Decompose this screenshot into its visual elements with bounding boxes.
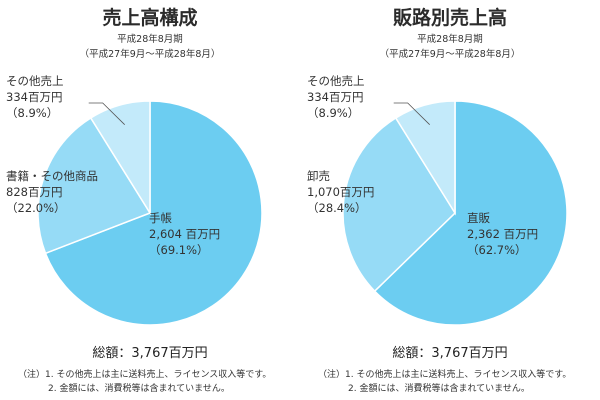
pie-slice-0: [44, 100, 263, 326]
slice-name: 卸売: [307, 169, 330, 183]
slice-value: 1,070百万円: [307, 185, 375, 199]
chart-period: 平成28年8月期: [417, 34, 483, 45]
slice-name: 直販: [467, 211, 490, 225]
slice-label-other: その他売上 334百万円 （8.9%）: [307, 73, 365, 121]
slice-name: 手帳: [149, 211, 172, 225]
pie-slice-1: [342, 116, 456, 293]
chart-range: （平成27年9月〜平成28年8月）: [379, 49, 521, 60]
slice-percent: （69.1%）: [149, 243, 209, 257]
chart-title: 販路別売上高: [392, 7, 507, 29]
slice-label-other: その他売上 334百万円 （8.9%）: [6, 73, 64, 121]
pie-slice-1: [37, 116, 152, 255]
chart-notes: （注）1. その他売上は主に送料売上、ライセンス収入等です。 2. 金額には、消…: [318, 368, 571, 396]
chart-period: 平成28年8月期: [117, 34, 183, 45]
slice-percent: （8.9%）: [307, 106, 360, 120]
pie-chart: [37, 100, 263, 326]
slice-value: 828百万円: [6, 185, 63, 199]
chart-range: （平成27年9月〜平成28年8月）: [79, 49, 221, 60]
note-1: （注）1. その他売上は主に送料売上、ライセンス収入等です。: [318, 370, 572, 380]
slice-label-main: 直販 2,362 百万円 （62.7%）: [467, 210, 538, 258]
chart-title: 売上高構成: [102, 7, 198, 29]
slice-label-second: 書籍・その他商品 828百万円 （22.0%）: [6, 168, 98, 216]
slice-percent: （8.9%）: [6, 106, 59, 120]
slice-name: その他売上: [307, 74, 365, 88]
slice-name: 書籍・その他商品: [6, 169, 98, 183]
slice-percent: （22.0%）: [6, 201, 66, 215]
pie-slice-2: [89, 100, 151, 216]
slice-value: 2,362 百万円: [467, 227, 539, 241]
pie-chart: [342, 100, 568, 326]
chart-panel-composition: 売上高構成 平成28年8月期 （平成27年9月〜平成28年8月） 手帳 2,60…: [6, 7, 271, 396]
slice-value: 2,604 百万円: [149, 227, 221, 241]
slice-value: 334百万円: [307, 90, 364, 104]
leader-line: [88, 102, 125, 125]
slice-value: 334百万円: [6, 90, 63, 104]
leader-line: [393, 102, 430, 125]
pie-slice-0: [373, 100, 568, 326]
slice-percent: （28.4%）: [307, 201, 367, 215]
slice-label-main: 手帳 2,604 百万円 （69.1%）: [149, 210, 220, 258]
slice-name: その他売上: [6, 74, 64, 88]
pie-slice-2: [394, 100, 456, 216]
slice-label-second: 卸売 1,070百万円 （28.4%）: [307, 168, 374, 216]
chart-notes: （注）1. その他売上は主に送料売上、ライセンス収入等です。 2. 金額には、消…: [18, 368, 271, 396]
chart-panel-channel: 販路別売上高 平成28年8月期 （平成27年9月〜平成28年8月） 直販 2,3…: [300, 0, 600, 400]
note-2: 2. 金額には、消費税等は含まれていません。: [348, 384, 530, 394]
note-2: 2. 金額には、消費税等は含まれていません。: [48, 384, 230, 394]
slice-percent: （62.7%）: [467, 243, 527, 257]
chart-total: 総額：3,767百万円: [392, 346, 508, 361]
chart-total: 総額：3,767百万円: [92, 346, 208, 361]
note-1: （注）1. その他売上は主に送料売上、ライセンス収入等です。: [18, 370, 272, 380]
